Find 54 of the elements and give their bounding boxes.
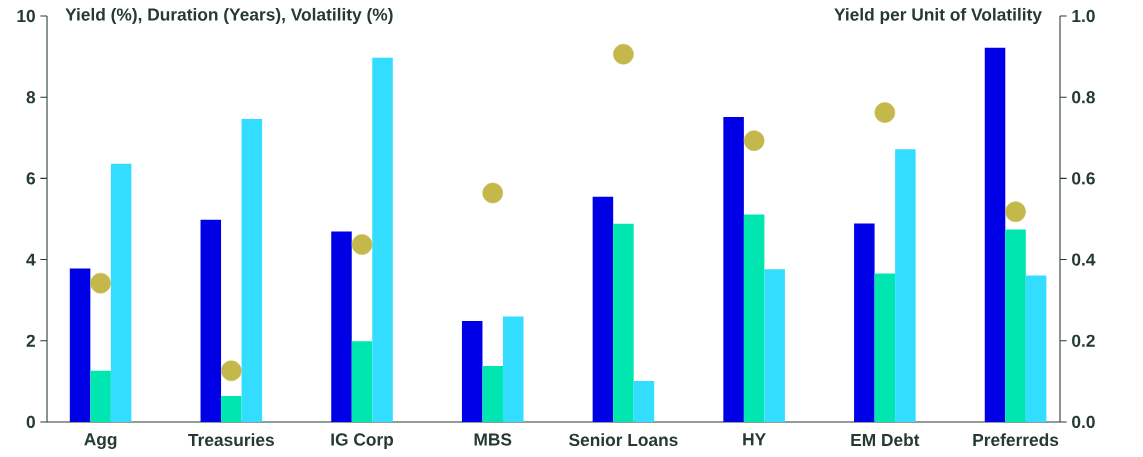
x-tick-label: MBS [474,433,512,446]
x-tick-label: EM Debt [851,433,920,447]
y2-tick-label: 0.2 [1072,334,1095,347]
y2-tick-label: 0.4 [1072,253,1096,266]
point [351,234,373,255]
bar [743,214,765,422]
point [221,360,242,382]
bar [200,219,222,422]
x-tick-label: IG Corp [331,433,394,450]
bar [221,396,242,422]
bar [984,47,1006,422]
y2-axis-title: Yield per Unit of Volatility [834,7,1042,25]
y-tick-label: 6 [26,172,36,185]
y-tick-label: 10 [17,9,35,23]
bar [895,149,916,422]
bar [764,269,785,422]
bar [351,341,373,422]
x-tick-label: Agg [84,433,117,449]
bar [592,196,614,422]
bar [633,380,655,422]
y-tick-label: 2 [26,334,35,347]
point [613,43,634,65]
bar [874,273,896,422]
bar [613,223,634,422]
x-tick-label: Preferreds [973,433,1059,447]
bar [372,57,393,422]
x-tick-label: Treasuries [188,433,274,447]
x-tick-label: Senior Loans [569,433,678,447]
y2-tick-label: 0.0 [1072,415,1095,429]
point [874,102,896,123]
bar [90,370,111,422]
y-axis-title: Yield (%), Duration (Years), Volatility (%) [65,7,393,25]
y2-tick-label: 1.0 [1072,9,1095,23]
point [482,182,503,204]
bar [331,231,352,422]
x-tick-label: HY [743,433,766,446]
y-tick-label: 4 [26,253,36,266]
bar [110,163,132,422]
bar [1005,229,1026,422]
bar [854,223,875,422]
y2-tick-label: 0.6 [1072,172,1095,185]
y2-tick-label: 0.8 [1072,91,1095,104]
bar [482,365,503,422]
point [743,130,765,151]
point [90,272,111,294]
y-tick-label: 8 [26,91,36,104]
bar [723,117,744,422]
bar [241,119,263,422]
bar [502,316,524,422]
y-tick-label: 0 [26,415,35,429]
bar [461,320,483,422]
bar [1025,275,1047,422]
point [1005,201,1026,222]
bar [69,268,91,422]
